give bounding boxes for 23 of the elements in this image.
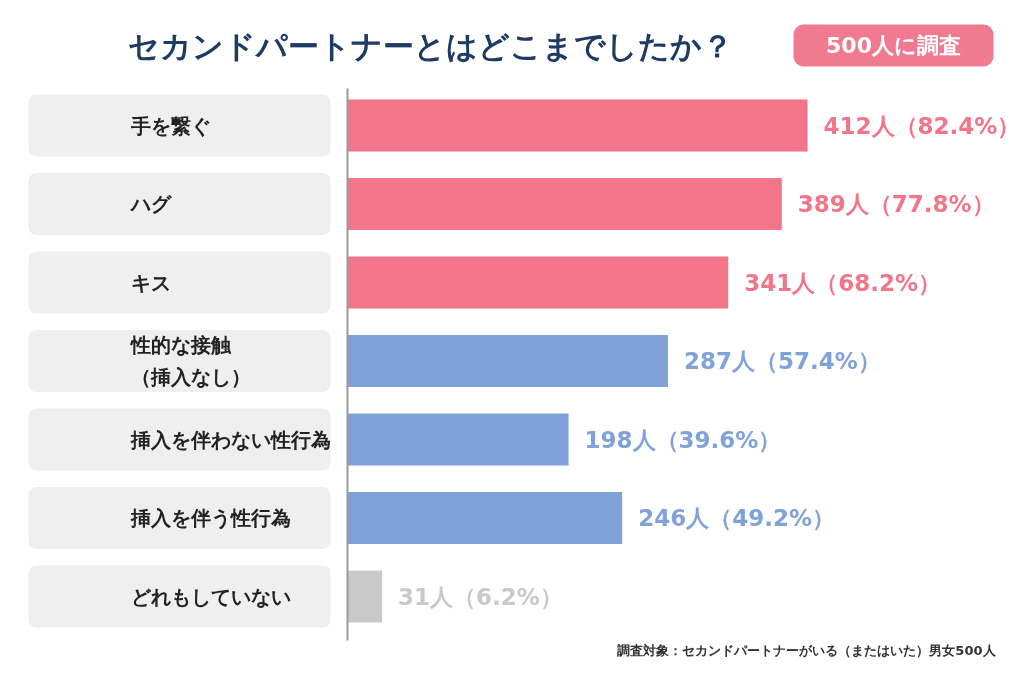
chart-title: セカンドパートナーとはどこまでしたか？ <box>128 27 733 64</box>
y-tick-label: 手を繋ぐ <box>129 113 211 138</box>
bar <box>347 413 569 466</box>
bar <box>347 492 623 544</box>
data-label: 341人（68.2%） <box>744 269 942 296</box>
data-label: 246人（49.2%） <box>638 505 835 531</box>
bar <box>347 335 668 387</box>
data-label: 389人（77.8%） <box>797 191 995 217</box>
text: 調査対象：セカンドパートナーがいる（またはいた）男女500人 <box>617 643 997 658</box>
bar <box>347 570 383 623</box>
y-tick-label: どれもしていない <box>130 584 291 609</box>
bar <box>347 178 782 230</box>
bar <box>347 256 729 309</box>
y-tick-label: 挿入を伴わない性行為 <box>129 427 331 452</box>
y-tick-label: キス <box>130 270 171 295</box>
data-label: 198人（39.6%） <box>584 426 782 453</box>
y-tick-label: 性的な接触（挿入なし） <box>128 333 251 389</box>
data-label: 287人（57.4%） <box>683 348 881 374</box>
y-tick-label: ハグ <box>128 192 172 216</box>
data-label: 412人（82.4%） <box>823 112 1021 139</box>
bar <box>347 99 808 152</box>
y-tick-label: 挿入を伴う性行為 <box>129 506 291 530</box>
text: 500人に調査 <box>826 33 961 58</box>
